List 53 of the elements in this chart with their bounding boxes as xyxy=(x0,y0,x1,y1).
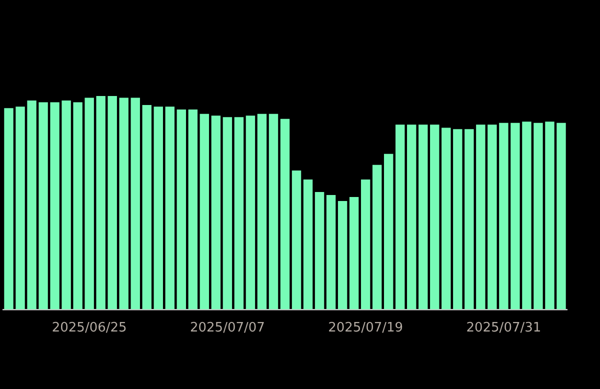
bar xyxy=(522,122,532,310)
bar xyxy=(50,102,60,310)
bar xyxy=(430,124,440,310)
bar xyxy=(360,179,370,310)
bar xyxy=(372,164,382,310)
bar xyxy=(130,98,140,310)
bar xyxy=(200,114,210,310)
bar xyxy=(4,108,14,310)
bar xyxy=(499,122,508,310)
bar xyxy=(280,118,290,310)
bar xyxy=(246,116,256,310)
bar xyxy=(384,154,394,310)
bar xyxy=(142,104,152,310)
bar xyxy=(119,98,128,310)
x-tick-label: 2025/07/07 xyxy=(190,320,265,336)
bar xyxy=(222,117,232,310)
bar xyxy=(476,124,486,310)
bar xyxy=(534,122,543,310)
bar xyxy=(338,200,348,310)
bar xyxy=(188,109,198,310)
bar xyxy=(545,122,554,310)
bar xyxy=(84,98,94,310)
bar xyxy=(73,102,82,310)
bar xyxy=(176,109,186,310)
bar xyxy=(349,196,359,310)
bar xyxy=(108,96,117,310)
bar xyxy=(292,170,302,310)
bar xyxy=(268,114,278,310)
x-tick-label: 2025/07/19 xyxy=(328,320,404,336)
bar xyxy=(488,124,497,310)
x-tick-label: 2025/07/31 xyxy=(466,320,542,336)
bar xyxy=(154,106,163,310)
bar xyxy=(396,124,405,310)
bar xyxy=(96,96,106,310)
bar xyxy=(303,179,313,310)
bar xyxy=(314,192,324,310)
bar xyxy=(453,129,462,310)
bar xyxy=(165,106,174,310)
bar xyxy=(38,102,48,310)
bar xyxy=(211,116,221,310)
bar xyxy=(16,106,25,310)
bar xyxy=(27,100,36,310)
bar xyxy=(464,129,474,310)
bar xyxy=(62,100,71,310)
bar xyxy=(418,124,428,310)
bar xyxy=(407,124,416,310)
x-tick-label: 2025/06/25 xyxy=(52,320,127,336)
bar xyxy=(556,122,566,310)
bar xyxy=(257,114,267,310)
bar xyxy=(234,117,244,310)
bar xyxy=(326,195,336,310)
bar xyxy=(442,128,451,310)
bar xyxy=(510,122,520,310)
